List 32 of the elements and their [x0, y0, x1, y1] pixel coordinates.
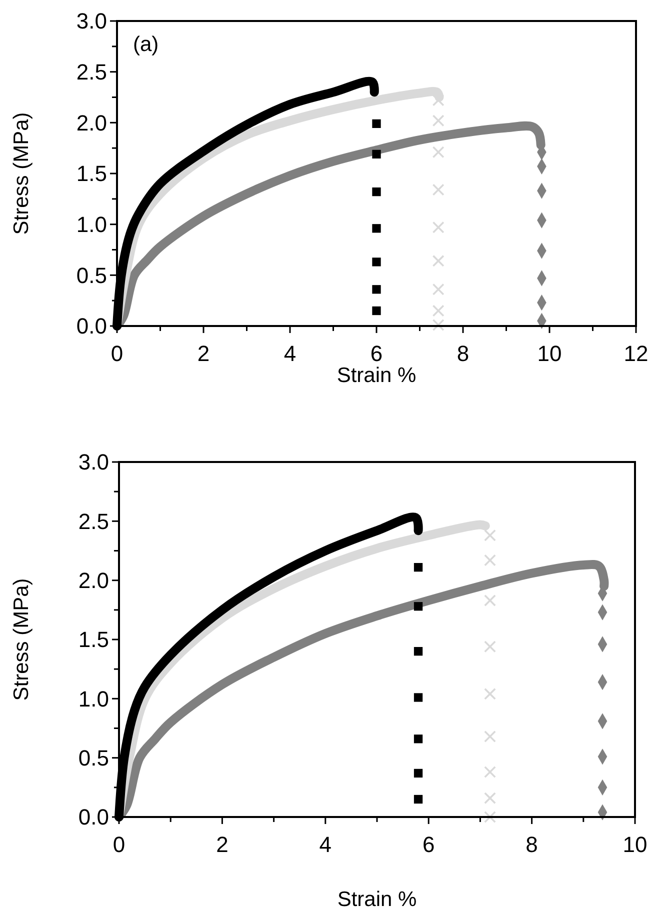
y-tick-label: 2.0 — [76, 110, 107, 136]
x-tick-label: 10 — [537, 341, 562, 366]
y-tick-label: 1.5 — [78, 627, 109, 652]
y-tick-label: 2.0 — [78, 568, 109, 594]
y-tick-label: 0.0 — [78, 804, 109, 830]
x-tick-label: 0 — [112, 832, 126, 857]
x-tick-label: 8 — [526, 832, 538, 857]
x-tick-label: 6 — [370, 341, 383, 366]
x-tick-label: 6 — [422, 832, 435, 857]
annotation: (a) — [133, 33, 159, 56]
y-tick-label: 0.5 — [76, 262, 107, 288]
y-tick-label: 1.0 — [78, 686, 109, 712]
y-tick-label: 0.5 — [78, 746, 109, 771]
x-axis-title: Strain % — [336, 364, 416, 387]
x-tick-label: 12 — [624, 341, 648, 366]
x-axis-title: Strain % — [337, 888, 417, 911]
y-tick-label: 1.0 — [76, 212, 107, 238]
x-tick-label: 4 — [284, 341, 296, 366]
y-tick-label: 3.0 — [76, 8, 107, 34]
x-tick-label: 4 — [319, 832, 332, 857]
y-axis-title: Stress (MPa) — [10, 578, 33, 701]
y-axis-title: Stress (MPa) — [10, 112, 33, 235]
y-tick-label: 0.0 — [76, 314, 107, 339]
x-tick-label: 2 — [197, 341, 210, 366]
x-tick-label: 10 — [622, 832, 648, 857]
x-tick-label: 8 — [456, 341, 470, 366]
y-tick-label: 2.5 — [78, 508, 109, 534]
y-tick-label: 3.0 — [78, 450, 109, 475]
y-tick-label: 2.5 — [76, 60, 107, 85]
y-tick-label: 1.5 — [76, 161, 107, 186]
x-tick-label: 0 — [110, 341, 124, 366]
x-tick-label: 2 — [216, 832, 228, 857]
